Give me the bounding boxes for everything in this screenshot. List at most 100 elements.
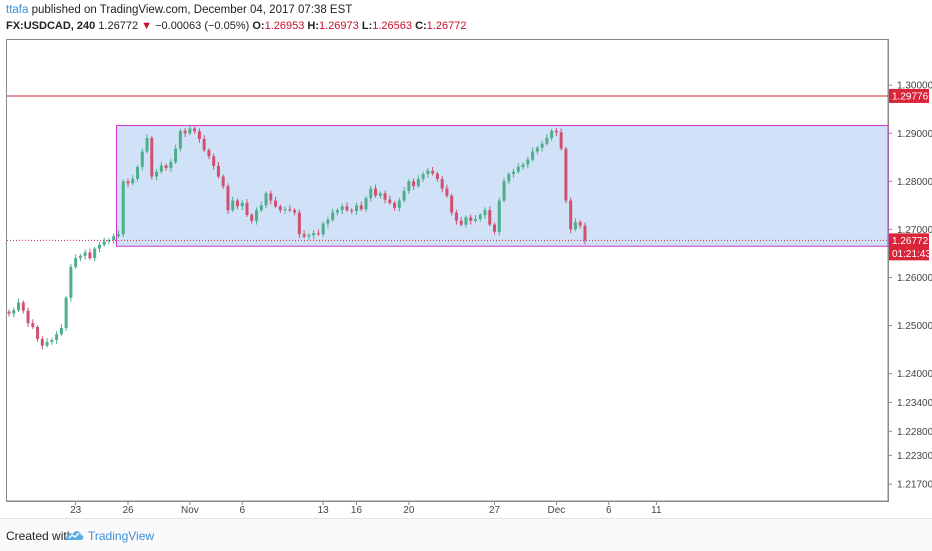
candle-body [359, 205, 363, 210]
candle [464, 215, 468, 228]
candle-body [150, 138, 154, 177]
candle [564, 146, 568, 204]
candle [136, 164, 140, 182]
candle-body [164, 165, 168, 168]
candle-body [50, 339, 54, 342]
candle-body [302, 234, 306, 237]
candle [212, 153, 216, 170]
candle [59, 324, 63, 337]
candle [469, 214, 473, 225]
candle-body [450, 195, 454, 213]
candle-body [183, 130, 187, 134]
candle [278, 204, 282, 214]
candle-body [459, 220, 463, 225]
candle [569, 197, 573, 234]
candle-body [136, 166, 140, 179]
candle [193, 126, 197, 135]
candle [545, 134, 549, 146]
candle [488, 206, 492, 227]
candle-body [397, 200, 401, 208]
ohlc-legend: FX:USDCAD, 240 1.26772 ▼ −0.00063 (−0.05… [6, 20, 466, 32]
created-with-text: Created with [6, 529, 74, 543]
candle [516, 163, 520, 174]
candle-body [426, 170, 430, 175]
open-label: O: [252, 20, 265, 32]
candle-body [340, 206, 344, 211]
candle [493, 222, 497, 235]
candle [507, 172, 511, 185]
last-price-label: 1.26772 [892, 236, 929, 247]
publisher-link[interactable]: ttafa [6, 4, 29, 16]
candle-body [278, 206, 282, 211]
candle-body [55, 334, 59, 340]
x-tick-label: 23 [70, 505, 82, 516]
candle-body [383, 193, 387, 200]
candle [578, 220, 582, 229]
candle-body [388, 199, 392, 203]
y-tick-label: 1.21700 [897, 480, 932, 491]
candle [97, 241, 101, 253]
candle-body [454, 212, 458, 221]
candle [335, 208, 339, 216]
candle-body [226, 186, 230, 211]
symbol-label[interactable]: FX:USDCAD, 240 [6, 20, 96, 32]
candle-body [178, 130, 182, 149]
candle [426, 167, 430, 178]
candle-body [464, 217, 468, 225]
candle-body [516, 166, 520, 172]
candle-body [97, 244, 101, 249]
candle-body [578, 222, 582, 226]
candle-body [545, 138, 549, 144]
candle-body [169, 162, 173, 168]
candle-body [502, 181, 506, 201]
tradingview-link[interactable]: TradingView [88, 529, 155, 543]
candle [388, 195, 392, 205]
change-label: −0.00063 (−0.05%) [155, 20, 250, 32]
y-tick-label: 1.23400 [897, 398, 932, 409]
candle [521, 162, 525, 170]
resistance-price-tag [889, 88, 929, 103]
candle [450, 193, 454, 216]
candle-body [245, 202, 249, 215]
last-price-tag [889, 233, 929, 261]
candle-body [497, 200, 501, 232]
candle-body [469, 217, 473, 221]
price-chart[interactable]: 1.30000 1.29000 1.28000 1.27000 1.26000 1.250… [0, 0, 932, 518]
candle [169, 159, 173, 172]
candle [559, 128, 563, 151]
candle [221, 174, 225, 190]
candle-body [274, 200, 278, 207]
candle [12, 307, 16, 318]
y-tick-label: 1.22300 [897, 451, 932, 462]
candle [297, 209, 301, 239]
candle-body [512, 171, 516, 175]
candle-body [535, 147, 539, 152]
candle-body [145, 138, 149, 152]
candle-body [17, 302, 21, 311]
candle-body [159, 165, 163, 172]
x-tick-label: 6 [239, 505, 245, 516]
x-tick-label: 27 [489, 505, 501, 516]
x-tick-label: 16 [351, 505, 363, 516]
candle [112, 233, 116, 244]
close-label: C: [415, 20, 427, 32]
candle-body [288, 209, 292, 211]
candle-body [569, 200, 573, 230]
y-tick-label: 1.25000 [897, 321, 932, 332]
candle [264, 191, 268, 209]
candle [383, 190, 387, 204]
y-tick-label: 1.26000 [897, 273, 932, 284]
candle [183, 127, 187, 138]
candle [102, 237, 106, 247]
candle-body [526, 159, 530, 165]
candle-body [312, 233, 316, 236]
candle [473, 214, 477, 223]
candle [7, 309, 11, 317]
candle-body [540, 143, 544, 148]
candle [88, 248, 92, 261]
candle-body [121, 181, 125, 235]
candle-body [93, 248, 97, 259]
candle-body [297, 212, 301, 235]
candle-body [235, 200, 239, 207]
candle [502, 177, 506, 203]
